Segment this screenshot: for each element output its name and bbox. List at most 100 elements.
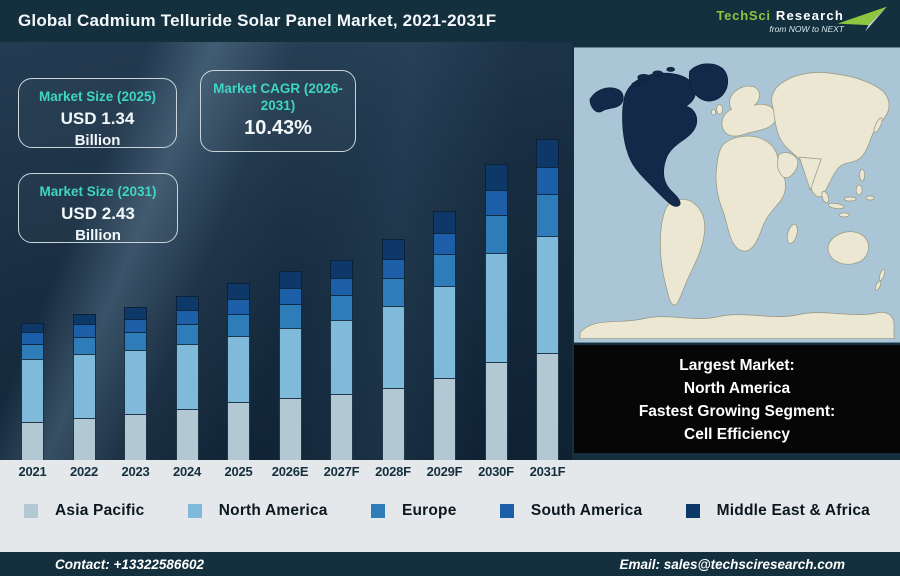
x-axis-label-2030f: 2030F — [478, 464, 514, 479]
bar-segment-north-america — [381, 306, 405, 388]
footer-email: Email: sales@techsciresearch.com — [619, 556, 845, 572]
stat-market-cagr: Market CAGR (2026-2031) 10.43% — [200, 70, 356, 152]
bar-2028f — [381, 239, 405, 460]
bar-segment-asia-pacific — [433, 378, 456, 460]
x-axis-labels: 2021 2022 2023 2024 2025 2026E 2027F 2028F 2029F… — [0, 460, 572, 479]
legend-label-middle-east-africa: Middle East & Africa — [716, 502, 870, 519]
bar-2021 — [21, 323, 44, 460]
map-land — [579, 72, 895, 339]
legend-label-north-america: North America — [218, 502, 328, 519]
x-axis-label-2024: 2024 — [172, 464, 202, 479]
x-axis-label-2031f: 2031F — [529, 464, 566, 479]
bar-2029f — [433, 211, 456, 460]
bar-segment-middle-east-africa — [536, 139, 559, 167]
bar-segment-middle-east-africa — [124, 307, 147, 319]
bar-segment-south-america — [536, 167, 559, 194]
legend-item-north-america: North America — [187, 502, 328, 520]
legend-swatch-asia-pacific — [24, 504, 38, 518]
bar-segment-south-america — [72, 324, 96, 337]
bar-segment-asia-pacific — [175, 409, 199, 460]
map-panel: Largest Market: North America Fastest Gr… — [572, 42, 900, 460]
bar-segment-south-america — [484, 190, 508, 215]
bar-segment-asia-pacific — [278, 398, 302, 460]
logo-brand-techsci: TechSci — [716, 8, 771, 23]
stat-market-size-2031: Market Size (2031) USD 2.43 Billion — [18, 173, 178, 244]
x-axis-label-2029f: 2029F — [426, 464, 463, 479]
market-callout: Largest Market: North America Fastest Gr… — [574, 345, 900, 453]
bar-segment-north-america — [278, 328, 302, 398]
bar-segment-south-america — [21, 332, 44, 344]
x-axis-label-2025: 2025 — [224, 464, 253, 479]
bar-segment-south-america — [278, 288, 302, 304]
bar-segment-middle-east-africa — [227, 283, 250, 299]
bar-segment-middle-east-africa — [381, 239, 405, 259]
bar-segment-north-america — [484, 253, 508, 362]
bar-2022 — [72, 314, 96, 460]
x-axis-label-2027f: 2027F — [323, 464, 360, 479]
x-axis-label-2022: 2022 — [69, 464, 99, 479]
bar-segment-europe — [484, 215, 508, 253]
bar-segment-south-america — [330, 278, 353, 295]
page-title: Global Cadmium Telluride Solar Panel Mar… — [18, 11, 497, 30]
logo-text: TechSci Research from NOW to NEXT — [716, 8, 844, 34]
callout-fastest-segment-label: Fastest Growing Segment: — [638, 403, 836, 420]
bar-segment-asia-pacific — [227, 402, 250, 460]
legend-label-south-america: South America — [530, 502, 643, 519]
bar-segment-middle-east-africa — [330, 260, 353, 278]
stat-value: USD 2.43 — [61, 204, 135, 223]
bar-2023 — [124, 307, 147, 460]
bar-segment-asia-pacific — [330, 394, 353, 460]
legend-label-europe: Europe — [401, 502, 457, 519]
bar-2027f — [330, 260, 353, 460]
bar-2031f — [536, 139, 559, 460]
bar-segment-middle-east-africa — [21, 323, 44, 332]
bar-segment-europe — [227, 314, 250, 336]
bar-segment-europe — [330, 295, 353, 320]
bar-segment-south-america — [381, 259, 405, 278]
bar-2030f — [484, 164, 508, 460]
callout-fastest-segment-value: Cell Efficiency — [684, 426, 790, 443]
x-axis-label-2026e: 2026E — [271, 464, 309, 479]
bar-2026e — [278, 271, 302, 460]
legend-swatch-north-america — [187, 504, 202, 518]
stat-label: Market Size (2025) — [38, 89, 157, 104]
stat-unit: Billion — [74, 132, 121, 149]
bar-segment-europe — [278, 304, 302, 328]
stat-value: USD 1.34 — [60, 109, 135, 128]
bar-segment-north-america — [536, 236, 559, 353]
bar-segment-north-america — [21, 359, 44, 422]
bar-segment-asia-pacific — [124, 414, 147, 460]
logo-arrow-icon — [837, 6, 887, 32]
legend-item-europe: Europe — [370, 502, 457, 520]
bar-segment-north-america — [227, 336, 250, 402]
logo-brand-research: Research — [775, 8, 844, 23]
stat-value: 10.43% — [244, 117, 312, 139]
bar-segment-asia-pacific — [21, 422, 44, 460]
bar-segment-asia-pacific — [484, 362, 508, 460]
bar-segment-north-america — [72, 354, 96, 418]
legend-item-south-america: South America — [499, 502, 643, 520]
bar-segment-north-america — [330, 320, 353, 394]
bar-segment-asia-pacific — [381, 388, 405, 460]
bar-segment-middle-east-africa — [278, 271, 302, 288]
header-bar: Global Cadmium Telluride Solar Panel Mar… — [0, 0, 900, 42]
legend-swatch-europe — [370, 504, 385, 518]
legend-swatch-south-america — [499, 504, 514, 518]
x-axis-label-2023: 2023 — [121, 464, 150, 479]
x-axis-label-2021: 2021 — [18, 464, 47, 479]
bar-segment-south-america — [433, 233, 456, 254]
stat-unit: Billion — [75, 227, 121, 244]
bar-segment-europe — [21, 344, 44, 359]
bar-segment-north-america — [124, 350, 147, 414]
bar-segment-south-america — [124, 319, 147, 332]
footer-bar: Contact: +13322586602 Email: sales@techs… — [0, 552, 900, 576]
bar-segment-europe — [433, 254, 456, 286]
chart-panel: Market Size (2025) USD 1.34 Billion Mark… — [0, 42, 572, 460]
stat-label: Market CAGR (2026-2031) — [213, 81, 343, 113]
legend-label-asia-pacific: Asia Pacific — [55, 502, 145, 519]
chart-legend: Asia Pacific North America Europe South Ame… — [0, 502, 900, 520]
x-axis-label-2028f: 2028F — [375, 464, 411, 479]
bar-segment-europe — [175, 324, 199, 344]
bar-segment-middle-east-africa — [175, 296, 199, 310]
